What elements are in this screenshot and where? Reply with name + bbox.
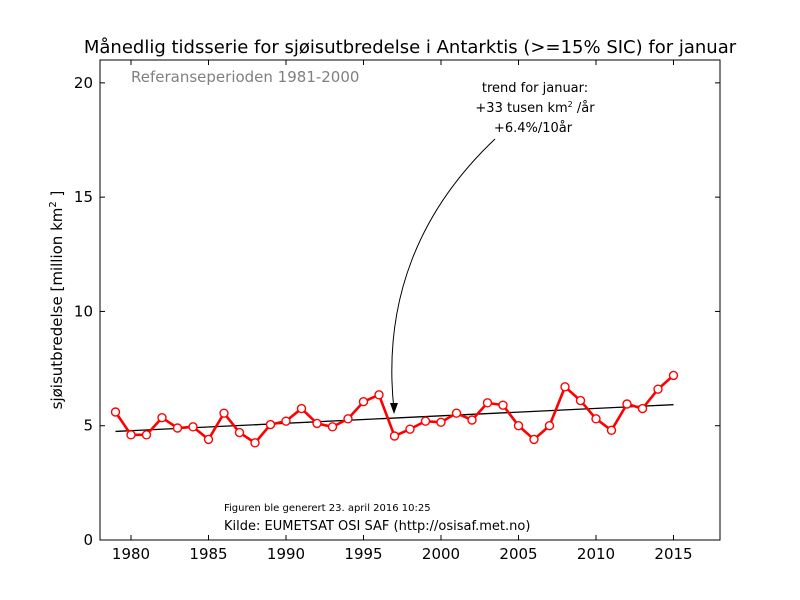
data-point bbox=[126, 430, 136, 440]
y-tick-label: 15 bbox=[74, 188, 93, 206]
data-point bbox=[265, 419, 276, 430]
data-point bbox=[188, 422, 198, 432]
x-tick-label: 1990 bbox=[267, 545, 305, 563]
footer-generated-text: Figuren ble generert 23. april 2016 10:2… bbox=[224, 503, 431, 514]
data-point bbox=[606, 425, 617, 435]
y-tick-label: 10 bbox=[74, 302, 93, 320]
data-point bbox=[575, 395, 586, 406]
data-point bbox=[110, 407, 121, 417]
data-point bbox=[591, 414, 601, 424]
annotation-arrowhead bbox=[390, 403, 398, 414]
data-point bbox=[544, 421, 555, 431]
x-tick-label: 2000 bbox=[422, 545, 460, 563]
data-point bbox=[234, 427, 245, 438]
x-tick-label: 2005 bbox=[499, 545, 537, 563]
x-tick-label: 1995 bbox=[344, 545, 382, 563]
trend-line bbox=[115, 404, 674, 433]
data-point bbox=[622, 399, 632, 409]
x-tick-label: 2010 bbox=[577, 545, 615, 563]
data-point bbox=[296, 403, 307, 414]
data-point bbox=[560, 382, 570, 392]
reference-period-text: Referanseperioden 1981-2000 bbox=[131, 68, 359, 86]
data-point bbox=[405, 424, 415, 434]
data-point bbox=[436, 417, 446, 427]
data-point bbox=[219, 408, 229, 418]
y-tick-label: 20 bbox=[74, 74, 93, 92]
data-point bbox=[172, 423, 183, 433]
data-point bbox=[327, 422, 338, 432]
trend-annotation: trend for januar: +33 tusen km2 /år +6.4… bbox=[390, 81, 595, 414]
data-point bbox=[467, 415, 477, 425]
data-point bbox=[653, 384, 663, 394]
x-tick-label: 1980 bbox=[112, 545, 150, 563]
data-point bbox=[358, 397, 369, 407]
y-tick-label: 5 bbox=[83, 417, 93, 435]
data-point bbox=[451, 408, 462, 418]
data-point bbox=[343, 414, 353, 424]
annotation-line2: +33 tusen km2 /år bbox=[475, 100, 595, 116]
data-point bbox=[157, 413, 167, 423]
y-axis: 0 5 10 15 20 bbox=[74, 74, 720, 549]
data-point bbox=[513, 421, 524, 431]
x-tick-label: 2015 bbox=[654, 545, 692, 563]
data-point bbox=[529, 434, 539, 445]
data-point bbox=[637, 403, 648, 414]
data-point bbox=[312, 418, 322, 429]
y-tick-label: 0 bbox=[83, 531, 93, 549]
data-point bbox=[203, 434, 214, 445]
data-point bbox=[420, 416, 431, 426]
x-axis: 1980 1985 1990 1995 2000 2005 2010 2015 bbox=[112, 60, 693, 563]
data-point bbox=[482, 398, 493, 408]
series-ice-extent bbox=[110, 370, 679, 448]
data-point bbox=[668, 370, 679, 381]
data-point bbox=[250, 438, 260, 448]
data-point bbox=[498, 400, 508, 410]
x-tick-label: 1985 bbox=[189, 545, 227, 563]
data-point bbox=[281, 416, 291, 426]
plot-frame bbox=[99, 59, 721, 541]
y-axis-label: sjøisutbredelse [million km2 ] bbox=[48, 191, 66, 410]
footer-source-text: Kilde: EUMETSAT OSI SAF (http://osisaf.m… bbox=[224, 519, 530, 534]
data-point bbox=[141, 430, 152, 440]
annotation-arrow bbox=[391, 138, 496, 411]
annotation-line3: +6.4%/10år bbox=[494, 121, 573, 136]
data-point bbox=[389, 431, 400, 441]
annotation-line1: trend for januar: bbox=[482, 81, 588, 96]
data-point bbox=[374, 390, 384, 400]
chart-title: Månedlig tidsserie for sjøisutbredelse i… bbox=[84, 37, 737, 58]
